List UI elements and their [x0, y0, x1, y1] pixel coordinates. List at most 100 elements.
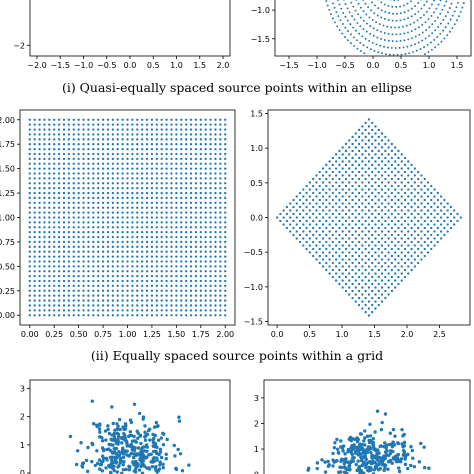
data-point: [111, 147, 114, 151]
data-point: [204, 245, 207, 248]
data-point: [165, 191, 168, 195]
data-point: [126, 172, 129, 175]
data-point: [209, 235, 212, 239]
y-tick-label: 1.50: [0, 165, 15, 174]
data-point: [321, 258, 325, 261]
data-point: [374, 237, 377, 240]
data-point: [111, 299, 114, 302]
data-point: [359, 50, 362, 52]
data-point: [97, 152, 100, 156]
data-point: [214, 289, 217, 292]
data-point: [87, 118, 90, 121]
data-point: [390, 461, 394, 465]
data-point: [391, 40, 394, 43]
data-point: [33, 216, 36, 219]
data-point: [165, 196, 168, 200]
data-point: [224, 172, 227, 175]
data-point: [351, 163, 354, 167]
data-point: [416, 184, 420, 188]
data-point: [344, 240, 348, 244]
data-point: [170, 196, 173, 200]
data-point: [361, 167, 364, 170]
data-point: [62, 128, 66, 131]
data-point: [62, 133, 66, 136]
data-point: [72, 147, 75, 151]
data-point: [92, 196, 95, 200]
data-point: [348, 188, 351, 191]
data-point: [367, 209, 371, 212]
data-point: [362, 28, 365, 30]
data-point: [204, 260, 207, 263]
data-point: [348, 293, 351, 296]
data-point: [141, 314, 144, 317]
data-point: [224, 191, 227, 195]
data-point: [111, 216, 114, 219]
data-point: [145, 216, 149, 219]
data-point: [357, 13, 360, 16]
data-point: [92, 289, 95, 292]
data-point: [380, 293, 384, 296]
data-point: [121, 138, 124, 141]
data-point: [142, 449, 147, 453]
data-point: [371, 212, 374, 216]
data-point: [43, 284, 46, 288]
data-point: [194, 284, 198, 288]
data-point: [214, 143, 217, 146]
data-point: [308, 202, 312, 205]
data-point: [312, 233, 315, 237]
data-point: [325, 219, 328, 223]
data-point: [364, 184, 367, 188]
data-point: [131, 455, 136, 460]
data-point: [328, 223, 331, 226]
data-point: [165, 133, 168, 136]
data-point: [400, 427, 404, 432]
data-point: [33, 294, 36, 297]
data-point: [382, 444, 386, 449]
data-point: [106, 191, 110, 195]
data-point: [160, 167, 163, 170]
data-point: [423, 53, 426, 56]
data-point: [28, 240, 31, 244]
data-point: [392, 443, 397, 447]
data-point: [150, 309, 154, 312]
data-point: [413, 209, 417, 212]
data-point: [394, 216, 397, 219]
data-point: [397, 170, 400, 174]
data-point: [377, 268, 380, 272]
data-point: [194, 191, 198, 195]
data-point: [82, 226, 85, 229]
data-point: [204, 162, 207, 165]
data-point: [136, 143, 139, 146]
data-point: [53, 196, 56, 200]
data-point: [374, 223, 377, 226]
data-point: [219, 245, 222, 248]
data-point: [132, 445, 137, 450]
data-point: [145, 128, 149, 131]
data-point: [136, 462, 140, 467]
data-point: [121, 118, 124, 121]
data-point: [403, 198, 407, 202]
data-point: [426, 209, 430, 212]
data-point: [165, 118, 168, 121]
data-point: [82, 250, 85, 253]
data-point: [423, 233, 426, 237]
data-point: [87, 274, 90, 278]
data-point: [224, 187, 227, 190]
data-point: [219, 289, 222, 292]
data-point: [423, 219, 426, 223]
data-point: [101, 309, 105, 312]
data-point: [97, 289, 100, 292]
data-point: [374, 307, 377, 310]
data-point: [62, 162, 66, 165]
data-point: [145, 191, 149, 195]
data-point: [214, 206, 217, 209]
data-point: [209, 221, 212, 224]
data-point: [406, 45, 409, 48]
data-point: [126, 157, 129, 161]
data-point: [48, 191, 51, 195]
data-point: [43, 240, 46, 244]
data-point: [180, 314, 183, 317]
data-point: [126, 162, 129, 165]
data-point: [121, 265, 124, 268]
data-point: [121, 157, 124, 161]
